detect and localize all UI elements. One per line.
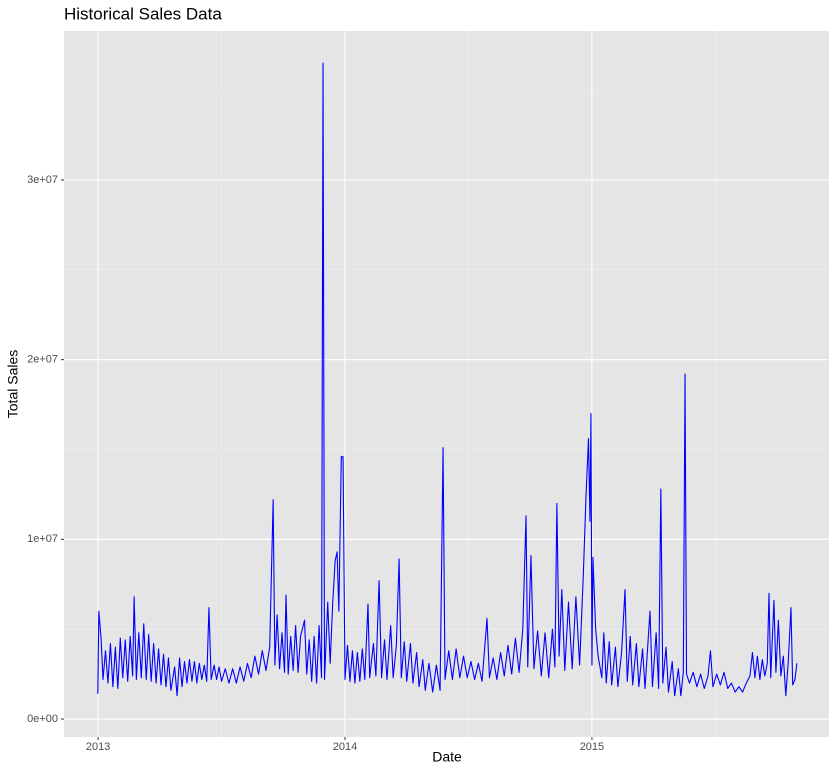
y-axis-title: Total Sales bbox=[5, 350, 21, 418]
x-axis-title: Date bbox=[432, 749, 462, 765]
y-tick-label: 2e+07 bbox=[27, 354, 58, 366]
chart-title: Historical Sales Data bbox=[64, 4, 222, 23]
sales-line bbox=[97, 62, 798, 697]
y-tick-label: 3e+07 bbox=[27, 174, 58, 186]
y-tick-label: 1e+07 bbox=[27, 533, 58, 545]
x-tick-label: 2013 bbox=[86, 741, 110, 753]
plot-panel bbox=[64, 31, 829, 737]
x-tick-label: 2015 bbox=[580, 741, 604, 753]
x-tick-label: 2014 bbox=[333, 741, 357, 753]
y-tick-label: 0e+00 bbox=[27, 713, 58, 725]
